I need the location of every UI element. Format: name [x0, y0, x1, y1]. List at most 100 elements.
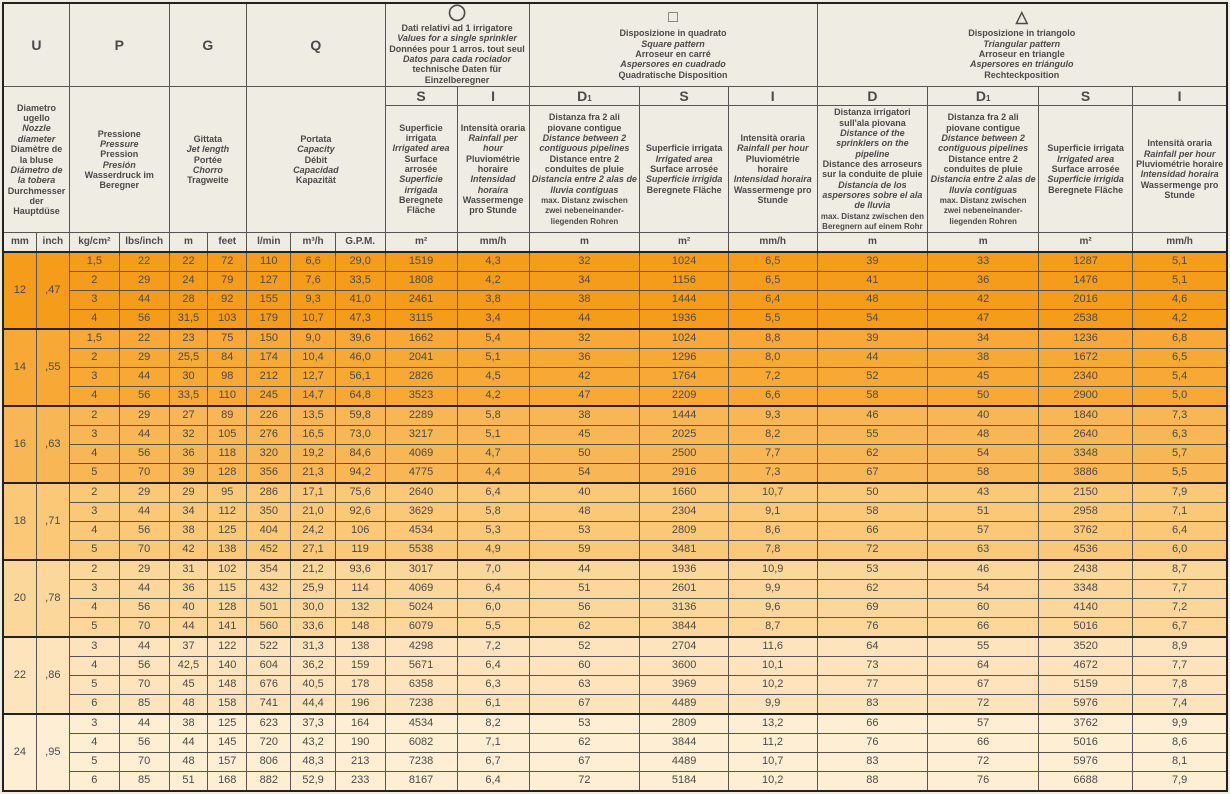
cell: 119	[335, 540, 385, 560]
cell: 4,6	[1133, 290, 1227, 309]
cell: 44	[529, 309, 640, 329]
cell: 2025	[640, 425, 729, 444]
cell: 37,3	[291, 714, 335, 734]
cell: 42	[169, 540, 208, 560]
cell: 8,2	[728, 425, 817, 444]
single-pattern-header: ◯ Dati relativi ad 1 irrigatore Values f…	[385, 3, 529, 87]
cell: 73,0	[335, 425, 385, 444]
cell: 2900	[1039, 386, 1133, 406]
cell: 245	[247, 386, 291, 406]
cell: 47	[928, 309, 1039, 329]
cell: 10,4	[291, 348, 335, 367]
cell: 140	[208, 656, 247, 675]
cell: 44	[119, 637, 169, 657]
cell: 157	[208, 752, 247, 771]
triangle-pattern-header: △ Disposizione in triangolo Triangular p…	[817, 3, 1227, 87]
cell: 6,7	[457, 752, 529, 771]
cell: 67	[928, 675, 1039, 694]
cell: 3969	[640, 675, 729, 694]
cell: 76	[817, 733, 928, 752]
cell: 57	[928, 714, 1039, 734]
cell: 2	[69, 560, 119, 580]
cell: 1444	[640, 290, 729, 309]
units-row: mm inch kg/cm² lbs/inch m feet l/min m³/…	[3, 233, 1227, 252]
cell: 9,9	[1133, 714, 1227, 734]
table-row: 6854815874144,419672386,16744899,9837259…	[3, 694, 1227, 714]
square-D1: D1	[529, 87, 640, 106]
cell: 5184	[640, 771, 729, 791]
square-icon: □	[532, 10, 815, 26]
cell: 5,3	[457, 521, 529, 540]
cell: 3523	[385, 386, 457, 406]
cell: 196	[335, 694, 385, 714]
cell: 54	[928, 579, 1039, 598]
cell: 29	[119, 560, 169, 580]
cell: 3	[69, 367, 119, 386]
cell: 6,3	[457, 675, 529, 694]
cell: 4,9	[457, 540, 529, 560]
cell: 33,5	[335, 271, 385, 290]
square-D1-desc: Distanza fra 2 ali piovane contigueDista…	[529, 106, 640, 233]
cell: 1672	[1039, 348, 1133, 367]
cell: 1287	[1039, 252, 1133, 272]
cell: 4,5	[457, 367, 529, 386]
cell: 47	[529, 386, 640, 406]
P-desc: Pressione Pressure Pression Presión Wass…	[69, 87, 169, 233]
cell: 4534	[385, 521, 457, 540]
cell: 56	[119, 386, 169, 406]
cell: 5016	[1039, 617, 1133, 637]
cell: 89	[208, 406, 247, 426]
cell: 46	[928, 560, 1039, 580]
cell: 190	[335, 733, 385, 752]
cell: 806	[247, 752, 291, 771]
cell: 105	[208, 425, 247, 444]
table-row: 12,471,52222721106,629,015194,33210246,5…	[3, 252, 1227, 272]
cell: 138	[335, 637, 385, 657]
cell: 45	[928, 367, 1039, 386]
nozzle-inch: ,71	[36, 483, 69, 560]
cell: 4,4	[457, 463, 529, 483]
nozzle-inch: ,86	[36, 637, 69, 714]
cell: 1476	[1039, 271, 1133, 290]
cell: 7,9	[1133, 771, 1227, 791]
cell: 2041	[385, 348, 457, 367]
cell: 110	[208, 386, 247, 406]
cell: 114	[335, 579, 385, 598]
cell: 54	[529, 463, 640, 483]
cell: 213	[335, 752, 385, 771]
cell: 8,7	[728, 617, 817, 637]
cell: 44	[119, 579, 169, 598]
cell: 33	[928, 252, 1039, 272]
cell: 4	[69, 444, 119, 463]
cell: 112	[208, 502, 247, 521]
cell: 44	[119, 367, 169, 386]
cell: 69	[817, 598, 928, 617]
cell: 88	[817, 771, 928, 791]
cell: 73	[817, 656, 928, 675]
cell: 83	[817, 752, 928, 771]
cell: 59,8	[335, 406, 385, 426]
tri-D-desc: Distanza irrigatori sull'ala piovanaDist…	[817, 106, 928, 233]
cell: 40	[928, 406, 1039, 426]
cell: 4,3	[457, 252, 529, 272]
cell: 3844	[640, 733, 729, 752]
table-row: 5704213845227,111955384,95934817,8726345…	[3, 540, 1227, 560]
cell: 6,4	[457, 771, 529, 791]
cell: 25,9	[291, 579, 335, 598]
cell: 741	[247, 694, 291, 714]
cell: 7,8	[1133, 675, 1227, 694]
cell: 56	[119, 733, 169, 752]
cell: 11,6	[728, 637, 817, 657]
cell: 37	[169, 637, 208, 657]
cell: 22	[119, 329, 169, 349]
cell: 6,6	[291, 252, 335, 272]
cell: 356	[247, 463, 291, 483]
nozzle-inch: ,47	[36, 252, 69, 329]
cell: 2640	[1039, 425, 1133, 444]
cell: 70	[119, 617, 169, 637]
cell: 56	[119, 656, 169, 675]
cell: 122	[208, 637, 247, 657]
cell: 5538	[385, 540, 457, 560]
cell: 168	[208, 771, 247, 791]
table-row: 4563611832019,284,640694,75025007,762543…	[3, 444, 1227, 463]
